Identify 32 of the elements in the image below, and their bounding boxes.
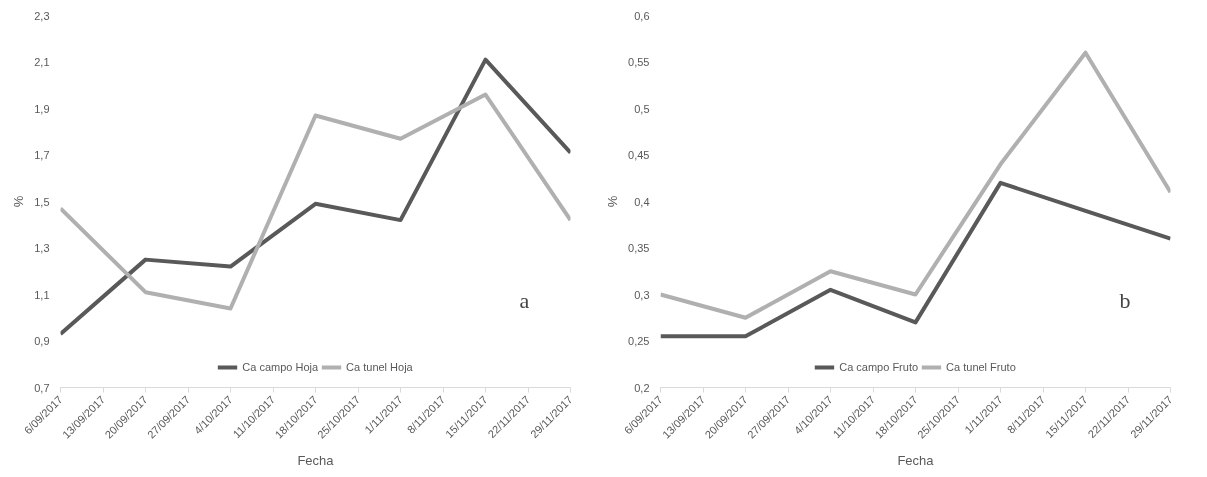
y-tick-label: 0,2 xyxy=(634,381,650,394)
line-series xyxy=(660,50,1171,320)
x-axis-title: Fecha xyxy=(897,452,935,468)
y-tick-label: 1,1 xyxy=(34,288,50,301)
y-tick-label: 0,5 xyxy=(634,102,650,115)
y-tick-label: 0,35 xyxy=(628,242,650,254)
y-axis-title: % xyxy=(605,195,621,208)
annotation: b xyxy=(1119,288,1131,314)
legend-label: Ca campo Fruto xyxy=(839,361,919,373)
y-tick-label: 0,45 xyxy=(628,149,650,161)
y-tick-label: 0,6 xyxy=(634,9,650,22)
y-tick-label: 1,9 xyxy=(34,102,50,115)
y-tick-label: 0,25 xyxy=(628,335,650,347)
y-tick-label: 0,9 xyxy=(34,335,50,347)
x-axis-title: Fecha xyxy=(297,452,335,468)
y-tick-label: 1,7 xyxy=(34,149,50,161)
y-tick-label: 2,1 xyxy=(34,56,50,68)
y-tick-label: 2,3 xyxy=(34,9,50,22)
annotation: a xyxy=(519,288,530,314)
y-axis-title: % xyxy=(11,195,27,208)
y-tick-label: 0,4 xyxy=(634,195,650,208)
y-tick-label: 0,55 xyxy=(628,56,650,68)
line-series xyxy=(660,180,1171,339)
y-tick-label: 0,7 xyxy=(34,381,50,394)
legend-label: Ca campo Hoja xyxy=(242,361,319,373)
legend-label: Ca tunel Hoja xyxy=(346,361,413,373)
line-series xyxy=(60,57,571,337)
line-series xyxy=(60,92,571,311)
legend-label: Ca tunel Fruto xyxy=(946,361,1016,373)
y-tick-label: 1,5 xyxy=(34,195,50,208)
y-tick-label: 1,3 xyxy=(34,242,50,254)
y-tick-label: 0,3 xyxy=(634,288,650,301)
